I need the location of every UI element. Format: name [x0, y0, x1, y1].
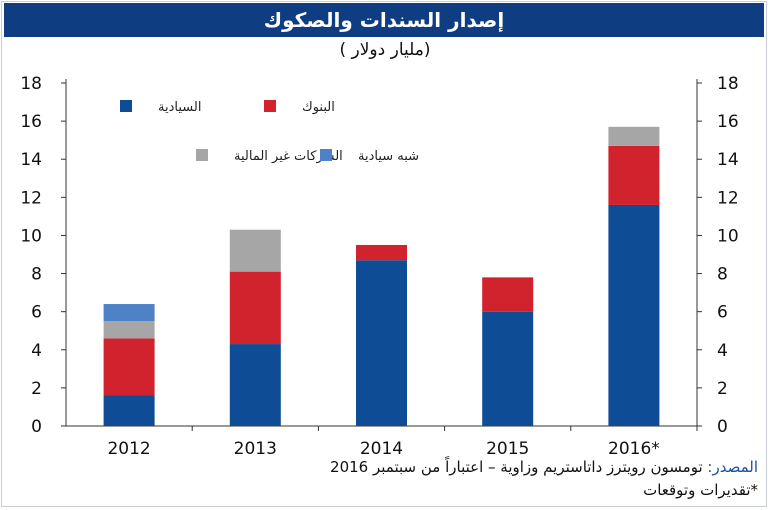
x-tick-label: 2016* — [608, 439, 660, 459]
bar-segment — [608, 145, 660, 205]
x-tick-label: 2012 — [107, 439, 150, 459]
y-tick-label-right: 16 — [717, 112, 739, 132]
y-tick-label-left: 14 — [20, 150, 42, 170]
bar-segment — [103, 304, 155, 322]
x-tick-label: 2014 — [360, 439, 403, 459]
bar-segment — [608, 204, 660, 426]
chart-title: إصدار السندات والصكوك — [4, 3, 764, 37]
legend-swatch — [264, 100, 276, 112]
legend-swatch — [120, 100, 132, 112]
bar-segment — [482, 277, 534, 312]
y-tick-label-right: 10 — [717, 226, 739, 246]
y-tick-label-right: 12 — [717, 188, 739, 208]
y-tick-label-right: 14 — [717, 150, 739, 170]
source-label: المصدر: — [707, 458, 758, 476]
footnote: *تقديرات وتوقعات — [643, 481, 758, 499]
legend-label: البنوك — [302, 100, 335, 115]
y-tick-label-right: 8 — [717, 265, 728, 285]
bar-segment — [229, 229, 281, 272]
source-text: تومسون رويترز داتاستريم وزاوية – اعتبارا… — [330, 458, 708, 476]
x-tick-label: 2015 — [486, 439, 529, 459]
legend-label: شبه سيادية — [358, 149, 419, 164]
bar-segment — [356, 260, 407, 426]
bar-segment — [482, 311, 534, 426]
y-tick-label-left: 12 — [20, 188, 42, 208]
y-tick-label-right: 2 — [717, 379, 728, 399]
source-note: المصدر: تومسون رويترز داتاستريم وزاوية –… — [330, 458, 758, 476]
bar-segment — [103, 321, 155, 339]
legend-swatch — [196, 149, 208, 161]
legend-label: السيادية — [158, 100, 201, 115]
bar-segment — [103, 338, 155, 396]
y-tick-label-left: 4 — [31, 341, 42, 361]
y-tick-label-right: 18 — [717, 74, 739, 94]
y-tick-label-left: 10 — [20, 226, 42, 246]
y-tick-label-right: 0 — [717, 417, 728, 437]
y-tick-label-left: 0 — [31, 417, 42, 437]
y-tick-label-left: 16 — [20, 112, 42, 132]
bar-segment — [356, 244, 407, 261]
legend-label: الشركات غير المالية — [234, 149, 343, 164]
bar-segment — [608, 126, 660, 146]
y-tick-label-right: 4 — [717, 341, 728, 361]
y-tick-label-left: 6 — [31, 303, 42, 323]
y-tick-label-left: 18 — [20, 74, 42, 94]
y-tick-label-left: 2 — [31, 379, 42, 399]
bar-segment — [229, 271, 281, 345]
unit-label: (مليار دولار ) — [339, 40, 431, 60]
legend-swatch — [320, 149, 332, 161]
y-tick-label-left: 8 — [31, 265, 42, 285]
bar-segment — [103, 395, 155, 426]
x-tick-label: 2013 — [234, 439, 277, 459]
bar-segment — [229, 344, 281, 426]
y-tick-label-right: 6 — [717, 303, 728, 323]
